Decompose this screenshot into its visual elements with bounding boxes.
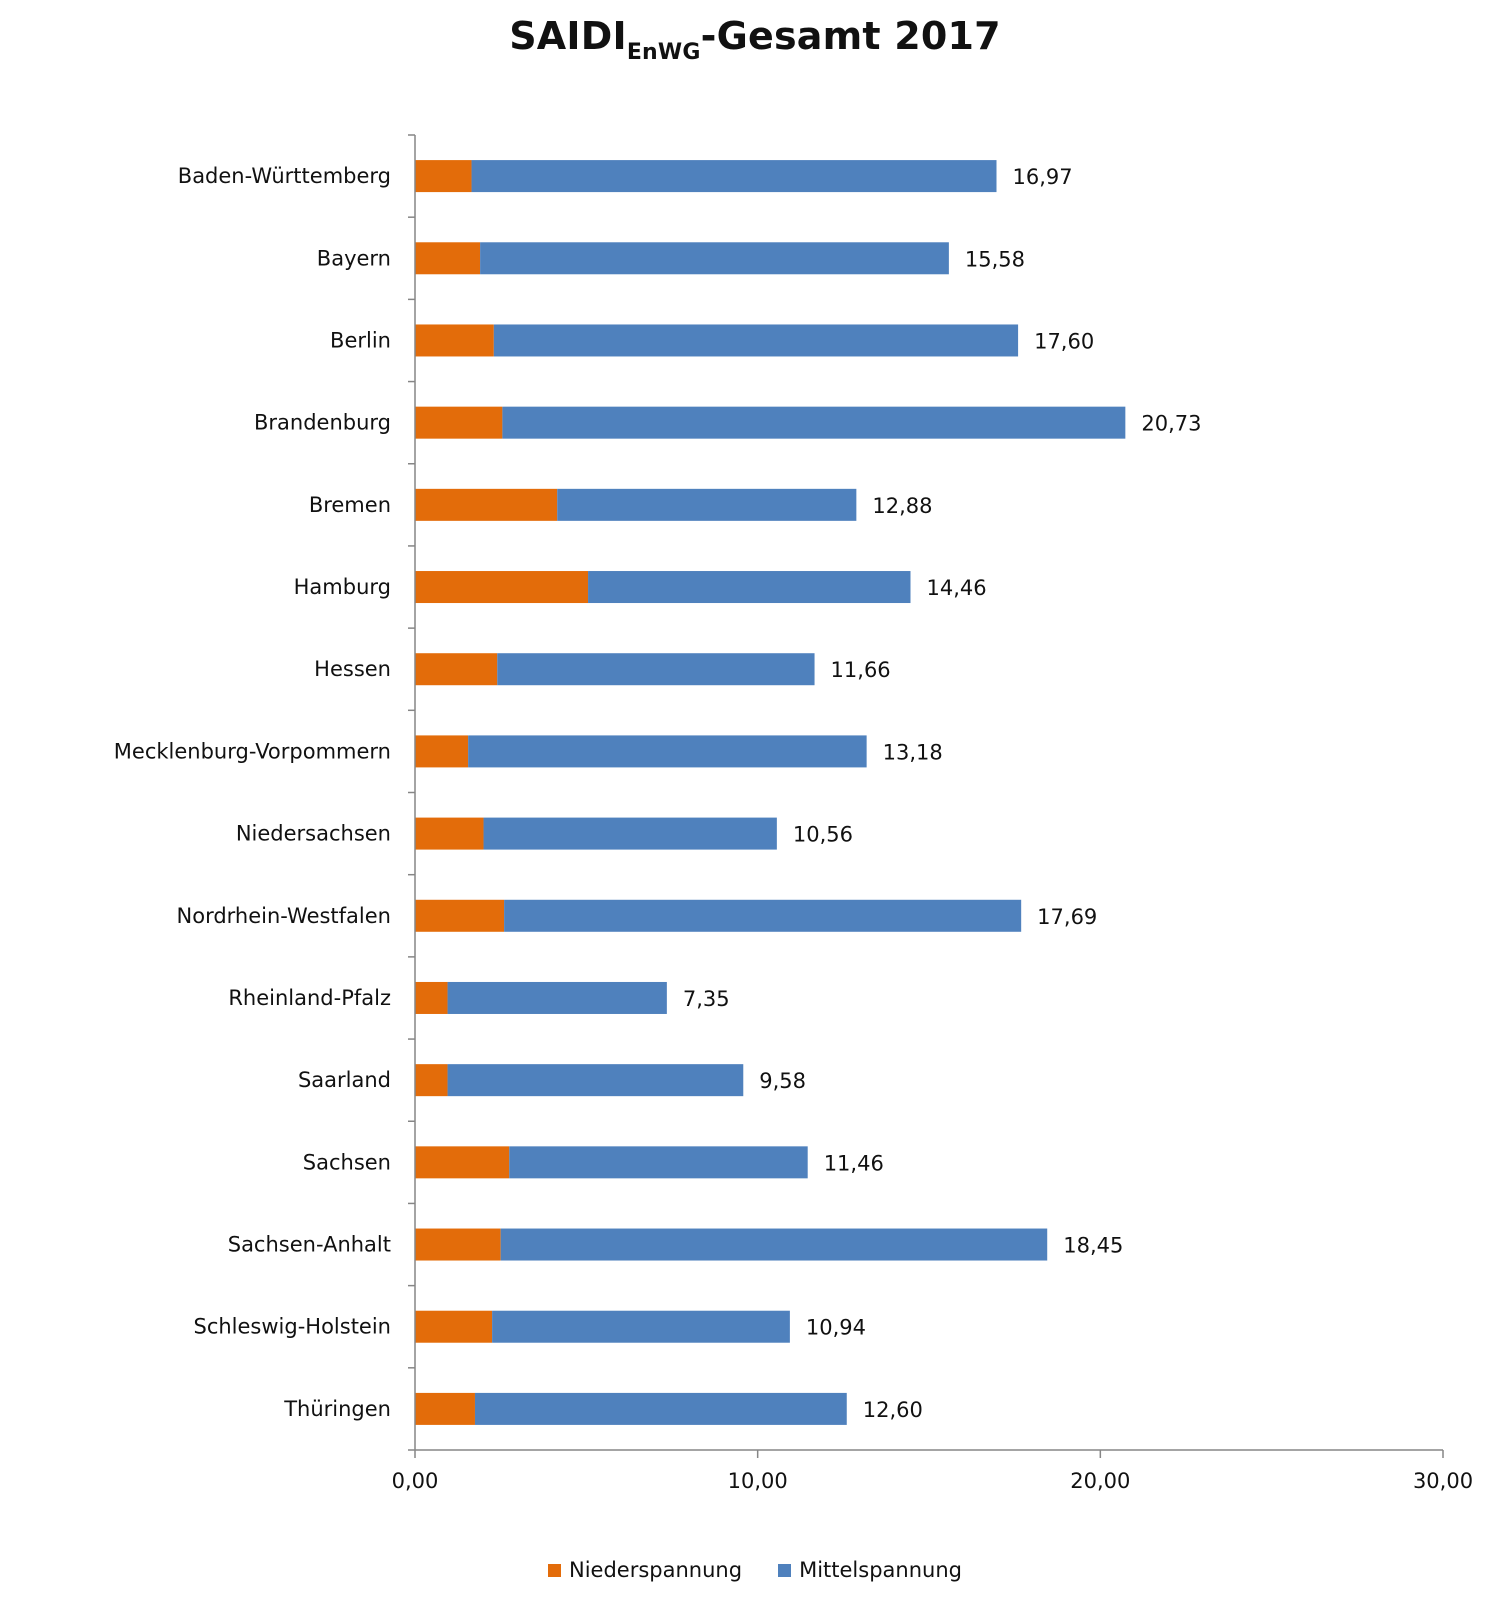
title-main: SAIDI — [509, 14, 627, 58]
x-tick-label: 20,00 — [1070, 1469, 1130, 1493]
bar-mittelspannung-rheinland-pfalz — [447, 981, 667, 1014]
bar-niederspannung-sachsen-anhalt — [415, 1228, 501, 1261]
value-label-berlin: 17,60 — [1034, 329, 1094, 353]
chart-title: SAIDIEnWG-Gesamt 2017 — [0, 14, 1510, 64]
bar-mittelspannung-baden-wuerttemberg — [471, 160, 997, 193]
bar-mittelspannung-brandenburg — [502, 406, 1126, 439]
category-label-niedersachsen: Niedersachsen — [236, 822, 391, 846]
value-label-hamburg: 14,46 — [926, 576, 986, 600]
value-label-baden-wuerttemberg: 16,97 — [1013, 165, 1073, 189]
legend: Niederspannung Mittelspannung — [0, 1558, 1510, 1582]
x-tick-label: 10,00 — [728, 1469, 788, 1493]
value-label-hessen: 11,66 — [831, 658, 891, 682]
bar-niederspannung-schleswig-holstein — [415, 1310, 493, 1343]
value-label-sachsen: 11,46 — [824, 1151, 884, 1175]
title-suffix: -Gesamt 2017 — [700, 14, 1001, 58]
category-label-bayern: Bayern — [317, 246, 391, 270]
value-label-brandenburg: 20,73 — [1141, 412, 1201, 436]
bar-niederspannung-baden-wuerttemberg — [415, 160, 472, 193]
x-tick-label: 30,00 — [1413, 1469, 1473, 1493]
bar-niederspannung-niedersachsen — [415, 817, 484, 850]
bar-niederspannung-sachsen — [415, 1146, 510, 1179]
category-label-hamburg: Hamburg — [294, 575, 391, 599]
category-label-berlin: Berlin — [330, 328, 391, 352]
value-label-mecklenburg-vorpommern: 13,18 — [883, 740, 943, 764]
category-label-hessen: Hessen — [314, 657, 391, 681]
value-label-thueringen: 12,60 — [863, 1398, 923, 1422]
bar-mittelspannung-hamburg — [588, 571, 911, 604]
value-label-bayern: 15,58 — [965, 247, 1025, 271]
category-label-rheinland-pfalz: Rheinland-Pfalz — [228, 986, 391, 1010]
category-label-mecklenburg-vorpommern: Mecklenburg-Vorpommern — [114, 739, 391, 763]
bar-mittelspannung-mecklenburg-vorpommern — [468, 735, 867, 768]
title-subscript: EnWG — [626, 40, 701, 65]
category-label-brandenburg: Brandenburg — [254, 411, 391, 435]
legend-item-mittelspannung: Mittelspannung — [778, 1558, 962, 1582]
bar-mittelspannung-nordrhein-westfalen — [504, 899, 1022, 932]
category-label-sachsen: Sachsen — [303, 1150, 391, 1174]
bar-mittelspannung-sachsen-anhalt — [500, 1228, 1048, 1261]
category-label-baden-wuerttemberg: Baden-Württemberg — [178, 164, 391, 188]
category-label-bremen: Bremen — [309, 493, 391, 517]
legend-swatch-niederspannung — [548, 1563, 562, 1577]
value-label-bremen: 12,88 — [872, 494, 932, 518]
bar-mittelspannung-hessen — [497, 653, 815, 686]
bar-mittelspannung-niedersachsen — [483, 817, 777, 850]
value-label-saarland: 9,58 — [759, 1069, 806, 1093]
labels-layer: Baden-Württemberg 16,97 Bayern 15,58 Berlin 1… — [114, 164, 1473, 1493]
category-label-thueringen: Thüringen — [283, 1397, 391, 1421]
bar-niederspannung-nordrhein-westfalen — [415, 899, 505, 932]
value-label-sachsen-anhalt: 18,45 — [1063, 1234, 1123, 1258]
legend-item-niederspannung: Niederspannung — [548, 1558, 742, 1582]
bar-mittelspannung-saarland — [447, 1064, 744, 1097]
category-label-nordrhein-westfalen: Nordrhein-Westfalen — [177, 904, 391, 928]
bar-mittelspannung-bayern — [480, 242, 949, 275]
bar-mittelspannung-bremen — [557, 488, 857, 521]
legend-swatch-mittelspannung — [778, 1563, 792, 1577]
bar-niederspannung-berlin — [415, 324, 494, 357]
value-label-schleswig-holstein: 10,94 — [806, 1316, 866, 1340]
value-label-nordrhein-westfalen: 17,69 — [1037, 905, 1097, 929]
category-label-saarland: Saarland — [298, 1068, 391, 1092]
legend-label-niederspannung: Niederspannung — [569, 1558, 743, 1582]
bar-niederspannung-hessen — [415, 653, 498, 686]
category-label-sachsen-anhalt: Sachsen-Anhalt — [228, 1233, 391, 1257]
bars-layer — [415, 160, 1126, 1425]
legend-label-mittelspannung: Mittelspannung — [799, 1558, 962, 1582]
category-label-schleswig-holstein: Schleswig-Holstein — [193, 1315, 391, 1339]
bar-mittelspannung-schleswig-holstein — [492, 1310, 790, 1343]
axes-layer — [408, 134, 1444, 1458]
bar-niederspannung-mecklenburg-vorpommern — [415, 735, 469, 768]
bar-niederspannung-hamburg — [415, 571, 589, 604]
value-label-niedersachsen: 10,56 — [793, 823, 853, 847]
bar-niederspannung-brandenburg — [415, 406, 503, 439]
value-label-rheinland-pfalz: 7,35 — [683, 987, 730, 1011]
bar-mittelspannung-sachsen — [509, 1146, 808, 1179]
bar-mittelspannung-berlin — [493, 324, 1019, 357]
bar-niederspannung-thueringen — [415, 1392, 475, 1425]
bar-niederspannung-saarland — [415, 1064, 448, 1097]
bar-mittelspannung-thueringen — [474, 1392, 847, 1425]
bar-niederspannung-rheinland-pfalz — [415, 981, 448, 1014]
bar-niederspannung-bayern — [415, 242, 481, 275]
bar-niederspannung-bremen — [415, 488, 558, 521]
x-tick-label: 0,00 — [392, 1469, 439, 1493]
